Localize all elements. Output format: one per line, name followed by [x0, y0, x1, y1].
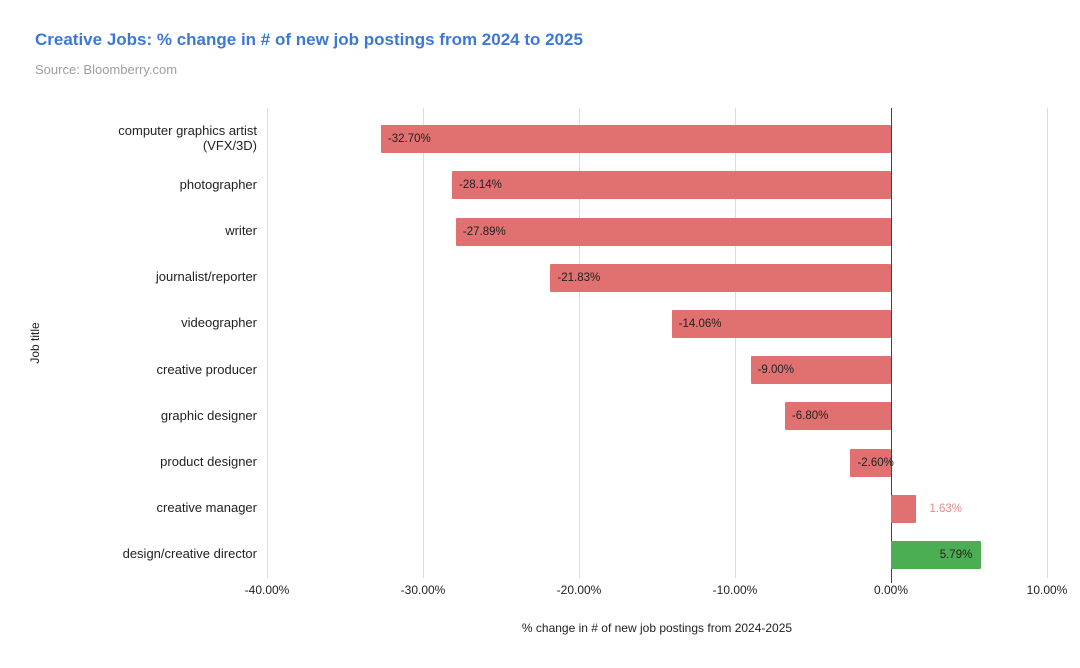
bar-3[interactable]: -21.83% — [550, 263, 891, 292]
x-tick-label: -30.00% — [400, 583, 446, 597]
bar-row: -27.89% — [267, 208, 1047, 254]
x-tick-label: -20.00% — [556, 583, 602, 597]
plot-area: -32.70% -28.14% -27.89% -21.83% -14.06% -9.00… — [267, 108, 1048, 583]
category-label: creative manager — [156, 500, 257, 516]
bar-value-label: -14.06% — [678, 317, 722, 330]
bar-value-label: 1.63% — [929, 502, 963, 515]
bar-1[interactable]: -28.14% — [452, 171, 891, 200]
x-axis-tick-labels: -40.00% -30.00% -20.00% -10.00% 0.00% 10.00% — [245, 583, 1068, 599]
bar-row: -6.80% — [267, 393, 1047, 439]
bar-7[interactable]: -2.60% — [850, 448, 894, 477]
category-label: writer — [225, 223, 257, 239]
bar-row: -9.00% — [267, 347, 1047, 393]
x-tick-label: -40.00% — [244, 583, 290, 597]
bar-row: -21.83% — [267, 255, 1047, 301]
x-tick-label: 10.00% — [1026, 583, 1068, 597]
category-label: graphic designer — [160, 407, 257, 423]
category-label: videographer — [181, 315, 257, 331]
bar-row: -28.14% — [267, 162, 1047, 208]
category-axis-labels: computer graphics artist (VFX/3D) photogr… — [87, 116, 257, 578]
y-axis-title: Job title — [28, 322, 42, 364]
bar-2[interactable]: -27.89% — [455, 217, 891, 246]
bar-6[interactable]: -6.80% — [784, 402, 891, 431]
bar-5[interactable]: -9.00% — [750, 356, 891, 385]
bar-value-label: -9.00% — [757, 364, 795, 377]
category-label: creative producer — [156, 361, 257, 377]
zero-axis-line — [891, 108, 892, 583]
bar-row: 1.63% — [267, 486, 1047, 532]
gridline — [1047, 108, 1048, 578]
bar-value-label: -21.83% — [557, 271, 601, 284]
chart-title: Creative Jobs: % change in # of new job … — [35, 30, 583, 49]
category-label: photographer — [179, 176, 257, 192]
bar-value-label: 5.79% — [939, 548, 973, 561]
category-label: design/creative director — [122, 546, 257, 562]
bars-layer: -32.70% -28.14% -27.89% -21.83% -14.06% -9.00… — [267, 116, 1047, 578]
x-tick-label: 0.00% — [873, 583, 909, 597]
bar-value-label: -6.80% — [791, 410, 829, 423]
bar-value-label: -32.70% — [387, 133, 431, 146]
bar-value-label: -27.89% — [462, 225, 506, 238]
category-label: computer graphics artist (VFX/3D) — [118, 123, 257, 154]
category-label: journalist/reporter — [155, 269, 257, 285]
chart-source: Source: Bloomberry.com — [35, 62, 178, 77]
bar-9[interactable]: 5.79% — [891, 540, 982, 569]
category-label: product designer — [160, 454, 257, 470]
x-tick-label: -10.00% — [712, 583, 758, 597]
bar-8[interactable]: 1.63% — [891, 494, 962, 523]
x-axis-title: % change in # of new job postings from 2… — [521, 621, 793, 635]
bar-0[interactable]: -32.70% — [380, 125, 891, 154]
gridline — [735, 108, 736, 578]
bar-value-label: -2.60% — [857, 456, 894, 469]
bar-row: -32.70% — [267, 116, 1047, 162]
gridline — [579, 108, 580, 578]
bar-4[interactable]: -14.06% — [671, 309, 891, 338]
gridline — [423, 108, 424, 578]
bar-value-label: -28.14% — [459, 179, 502, 192]
bar-row: -2.60% — [267, 439, 1047, 485]
gridline — [267, 108, 268, 578]
bar-row: -14.06% — [267, 301, 1047, 347]
bar-row: 5.79% — [267, 532, 1047, 578]
